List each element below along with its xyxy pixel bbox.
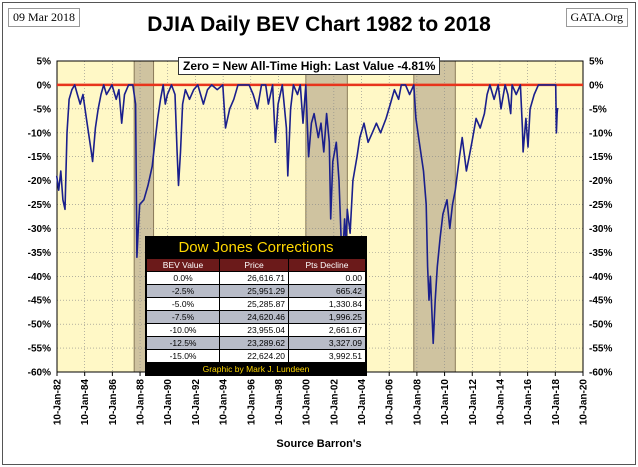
y-tick-label-left: -50%	[28, 320, 51, 331]
y-tick-label-right: -30%	[589, 224, 612, 235]
y-tick-label-left: -30%	[28, 224, 51, 235]
corrections-grid: BEV Value Price Pts Decline 0.0% 26,616.7…	[145, 258, 366, 363]
x-tick-label: 10-Jan-94	[219, 379, 230, 426]
corrections-table-title: Dow Jones Corrections	[178, 239, 334, 256]
price-cell: 22,624.20	[219, 349, 290, 363]
y-tick-label-right: -60%	[589, 368, 612, 379]
bev-series-line	[55, 84, 559, 345]
column-header-price: Price	[219, 258, 290, 272]
pts-decline-cell: 1,330.84	[288, 297, 366, 311]
y-tick-label-left: -5%	[33, 104, 51, 115]
price-cell: 24,620.46	[219, 310, 290, 324]
bev-value-cell: -12.5%	[145, 336, 221, 350]
y-tick-label-right: -15%	[589, 152, 612, 163]
table-row: -12.5% 23,289.62 3,327.09	[145, 336, 366, 350]
x-tick-label: 10-Jan-14	[495, 379, 506, 426]
y-tick-label-left: -15%	[28, 152, 51, 163]
table-row: -5.0% 25,285.87 1,330.84	[145, 297, 366, 311]
y-tick-label-left: 0%	[37, 80, 52, 91]
bev-value-cell: -2.5%	[145, 284, 221, 298]
x-tick-label: 10-Jan-96	[246, 379, 257, 426]
x-tick-label: 10-Jan-04	[357, 379, 368, 426]
pts-decline-cell: 3,327.09	[288, 336, 366, 350]
bev-value-cell: -10.0%	[145, 323, 221, 337]
table-row: -7.5% 24,620.46 1,996.25	[145, 310, 366, 324]
table-header-row: BEV Value Price Pts Decline	[145, 258, 366, 272]
bev-value-cell: -15.0%	[145, 349, 221, 363]
x-tick-label: 10-Jan-18	[551, 379, 562, 426]
y-tick-label-left: -25%	[28, 200, 51, 211]
y-tick-label-right: -35%	[589, 248, 612, 259]
pts-decline-cell: 0.00	[288, 271, 366, 285]
last-value-annotation: Zero = New All-Time High: Last Value -4.…	[178, 57, 441, 75]
x-tick-label: 10-Jan-98	[274, 379, 285, 426]
x-tick-label: 10-Jan-12	[468, 379, 479, 426]
table-row: -2.5% 25,951.29 665.42	[145, 284, 366, 298]
x-tick-label: 10-Jan-02	[329, 379, 340, 426]
y-tick-label-left: -55%	[28, 344, 51, 355]
table-row: -10.0% 23,955.04 2,661.67	[145, 323, 366, 337]
price-cell: 23,289.62	[219, 336, 290, 350]
pts-decline-cell: 2,661.67	[288, 323, 366, 337]
y-tick-label-right: -25%	[589, 200, 612, 211]
chart-title: DJIA Daily BEV Chart 1982 to 2018	[147, 13, 491, 36]
x-tick-label: 10-Jan-00	[302, 379, 313, 426]
x-tick-label: 10-Jan-82	[53, 379, 64, 426]
y-tick-label-left: -20%	[28, 176, 51, 187]
price-cell: 23,955.04	[219, 323, 290, 337]
y-tick-label-left: -45%	[28, 296, 51, 307]
source-tag: GATA.Org	[565, 8, 628, 27]
y-tick-label-left: -10%	[28, 128, 51, 139]
corrections-rows: 0.0% 26,616.71 0.00 -2.5% 25,951.29 665.42 -5.…	[145, 271, 366, 363]
bev-value-cell: -5.0%	[145, 297, 221, 311]
table-row: -15.0% 22,624.20 3,992.51	[145, 349, 366, 363]
y-tick-label-right: 5%	[589, 57, 604, 68]
y-tick-label-right: -10%	[589, 128, 612, 139]
x-tick-label: 10-Jan-90	[163, 379, 174, 426]
y-tick-label-right: -45%	[589, 296, 612, 307]
table-row: 0.0% 26,616.71 0.00	[145, 271, 366, 285]
bev-value-cell: 0.0%	[145, 271, 221, 285]
credit-line: Graphic by Mark J. Lundeen	[202, 364, 310, 374]
price-cell: 26,616.71	[219, 271, 290, 285]
x-tick-label: 10-Jan-08	[412, 379, 423, 426]
x-tick-label: 10-Jan-92	[191, 379, 202, 426]
x-tick-label: 10-Jan-88	[136, 379, 147, 426]
y-tick-label-right: -20%	[589, 176, 612, 187]
y-tick-label-left: -60%	[28, 368, 51, 379]
y-tick-label-left: -40%	[28, 272, 51, 283]
column-header-bev: BEV Value	[145, 258, 221, 272]
x-tick-label: 10-Jan-84	[80, 379, 91, 426]
x-tick-label: 10-Jan-06	[385, 379, 396, 426]
x-tick-label: 10-Jan-20	[579, 379, 590, 426]
y-tick-label-right: -5%	[589, 104, 607, 115]
date-label: 09 Mar 2018	[8, 8, 80, 27]
x-tick-label: 10-Jan-16	[523, 379, 534, 426]
corrections-table: Dow Jones Corrections BEV Value Price Pt…	[145, 236, 367, 376]
y-tick-label-right: 0%	[589, 80, 604, 91]
bev-value-cell: -7.5%	[145, 310, 221, 324]
y-tick-label-right: -55%	[589, 344, 612, 355]
price-cell: 25,285.87	[219, 297, 290, 311]
y-tick-label-left: 5%	[37, 57, 52, 68]
pts-decline-cell: 3,992.51	[288, 349, 366, 363]
pts-decline-cell: 1,996.25	[288, 310, 366, 324]
y-tick-label-right: -40%	[589, 272, 612, 283]
x-axis-label: Source Barron's	[276, 438, 362, 450]
price-cell: 25,951.29	[219, 284, 290, 298]
y-tick-label-right: -50%	[589, 320, 612, 331]
pts-decline-cell: 665.42	[288, 284, 366, 298]
x-tick-label: 10-Jan-10	[440, 379, 451, 426]
column-header-pts-decline: Pts Decline	[288, 258, 366, 272]
y-tick-label-left: -35%	[28, 248, 51, 259]
x-tick-label: 10-Jan-86	[108, 379, 119, 426]
